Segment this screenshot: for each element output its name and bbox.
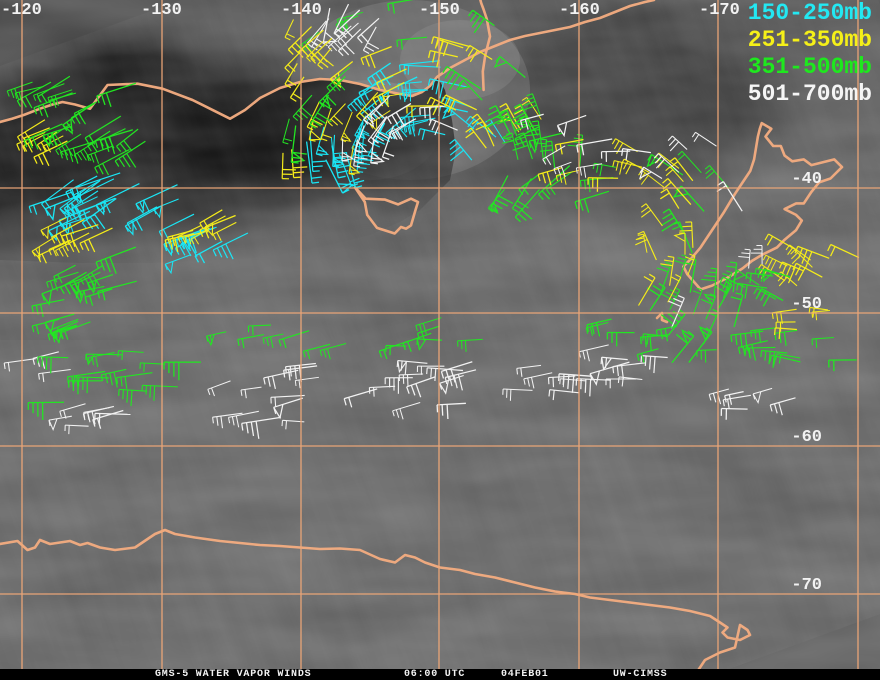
svg-text:-140: -140: [281, 1, 322, 20]
svg-text:-150: -150: [419, 1, 460, 20]
svg-text:-130: -130: [141, 1, 182, 20]
svg-text:-40: -40: [791, 170, 822, 189]
svg-text:150-250mb: 150-250mb: [748, 0, 872, 26]
svg-text:251-350mb: 251-350mb: [748, 27, 872, 53]
svg-text:-50: -50: [791, 295, 822, 314]
svg-text:-120: -120: [1, 1, 42, 20]
svg-text:501-700mb: 501-700mb: [748, 81, 872, 107]
svg-text:351-500mb: 351-500mb: [748, 54, 872, 80]
svg-text:-60: -60: [791, 428, 822, 447]
svg-text:-170: -170: [699, 1, 740, 20]
svg-text:-70: -70: [791, 576, 822, 595]
svg-text:-160: -160: [559, 1, 600, 20]
